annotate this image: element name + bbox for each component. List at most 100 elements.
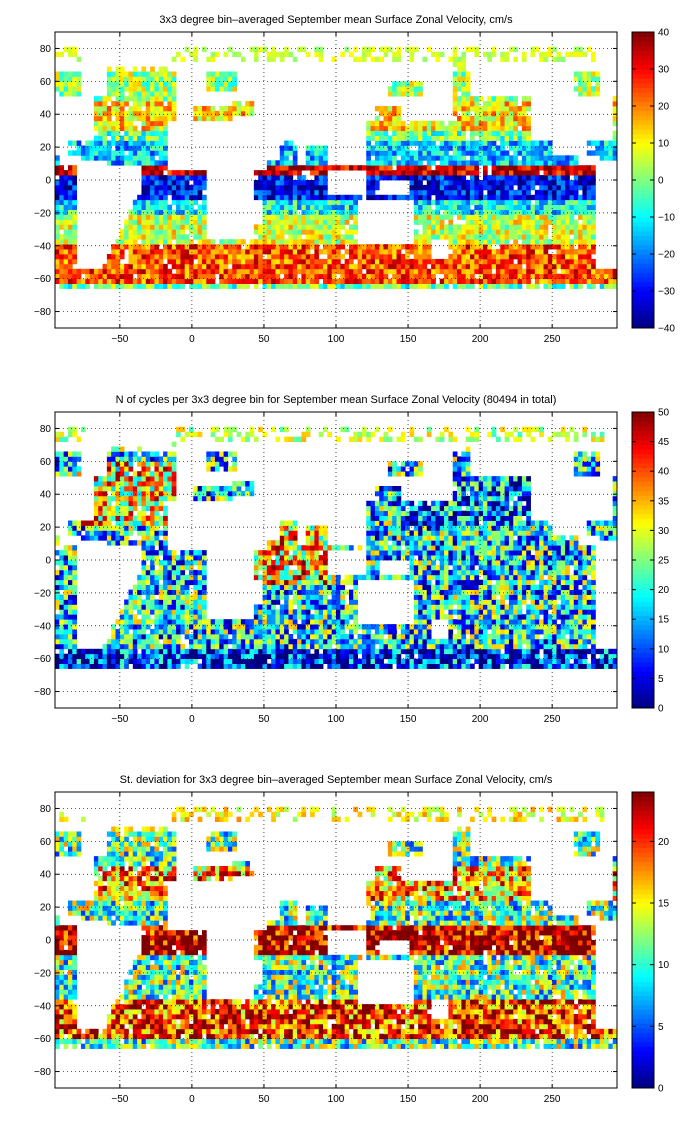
data-cell: [201, 574, 207, 581]
data-cell: [271, 283, 276, 289]
data-cell: [271, 229, 276, 235]
data-cell: [102, 490, 108, 497]
data-cell: [552, 268, 557, 275]
data-cell: [154, 658, 160, 664]
data-cell: [219, 638, 224, 645]
data-cell: [232, 629, 237, 635]
data-cell: [163, 579, 168, 586]
data-cell: [236, 263, 242, 270]
data-cell: [63, 634, 69, 640]
data-cell: [262, 273, 268, 280]
data-cell: [137, 219, 142, 225]
data-cell: [180, 175, 186, 181]
data-cell: [119, 120, 125, 127]
data-cell: [119, 495, 125, 502]
data-cell: [573, 224, 579, 230]
data-cell: [163, 71, 168, 77]
data-cell: [504, 249, 510, 255]
data-cell: [236, 638, 242, 645]
data-cell: [201, 170, 207, 176]
data-cell: [305, 155, 311, 161]
data-cell: [288, 268, 294, 275]
data-cell: [534, 268, 540, 275]
data-cell: [63, 76, 69, 82]
data-cell: [137, 446, 142, 452]
data-cell: [184, 584, 190, 590]
data-cell: [197, 110, 203, 117]
data-cell: [119, 239, 125, 245]
data-cell: [98, 283, 103, 289]
data-cell: [176, 629, 181, 635]
data-cell: [314, 51, 320, 58]
data-cell: [435, 165, 441, 171]
data-cell: [163, 490, 168, 497]
data-cell: [569, 204, 575, 210]
data-cell: [336, 244, 341, 250]
data-cell: [80, 520, 86, 526]
data-cell: [111, 244, 116, 250]
y-tick-label: 80: [40, 44, 52, 55]
data-cell: [171, 209, 177, 215]
data-cell: [526, 273, 531, 280]
data-cell: [163, 224, 168, 230]
data-cell: [201, 249, 207, 255]
data-cell: [163, 263, 168, 270]
data-cell: [59, 273, 65, 280]
colorbar-tick-label: 30: [658, 65, 670, 76]
data-cell: [560, 56, 566, 62]
data-cell: [534, 180, 540, 186]
data-cell: [573, 278, 579, 284]
data-cell: [158, 76, 164, 82]
data-cell: [158, 234, 164, 240]
data-cell: [292, 184, 298, 191]
data-cell: [595, 140, 601, 146]
data-cell: [245, 263, 250, 270]
data-cell: [327, 254, 333, 260]
data-cell: [262, 46, 268, 53]
data-cell: [461, 56, 467, 62]
data-cell: [163, 160, 168, 166]
data-cell: [167, 115, 173, 122]
data-cell: [275, 278, 281, 284]
data-cell: [323, 180, 328, 186]
data-cell: [167, 170, 173, 176]
data-cell: [400, 278, 406, 284]
data-cell: [141, 204, 147, 210]
data-cell: [210, 249, 216, 255]
data-cell: [478, 160, 484, 166]
data-cell: [513, 96, 518, 102]
data-cell: [219, 663, 224, 669]
data-cell: [106, 476, 112, 482]
data-cell: [487, 249, 493, 255]
data-cell: [214, 426, 220, 433]
data-cell: [500, 219, 505, 225]
data-cell: [141, 495, 147, 502]
data-cell: [439, 165, 445, 171]
data-cell: [379, 56, 384, 62]
data-cell: [288, 170, 294, 176]
data-cell: [201, 643, 207, 650]
data-cell: [124, 130, 129, 136]
data-cell: [128, 520, 134, 526]
data-cell: [323, 239, 328, 245]
data-cell: [115, 81, 121, 87]
data-cell: [98, 140, 103, 146]
panel-mean-velocity: 3x3 degree bin–averaged September mean S…: [0, 0, 696, 380]
data-cell: [452, 229, 458, 235]
data-cell: [491, 214, 497, 220]
data-cell: [435, 268, 441, 275]
data-cell: [279, 278, 285, 284]
data-cell: [431, 140, 436, 146]
data-cell: [180, 579, 186, 586]
data-cell: [132, 643, 138, 650]
data-cell: [141, 500, 147, 507]
data-cell: [444, 229, 449, 235]
data-cell: [102, 495, 108, 502]
data-cell: [137, 658, 142, 664]
data-cell: [487, 283, 493, 289]
data-cell: [201, 184, 207, 191]
data-cell: [478, 214, 484, 220]
data-cell: [556, 219, 562, 225]
data-cell: [465, 71, 471, 77]
data-cell: [197, 550, 203, 556]
